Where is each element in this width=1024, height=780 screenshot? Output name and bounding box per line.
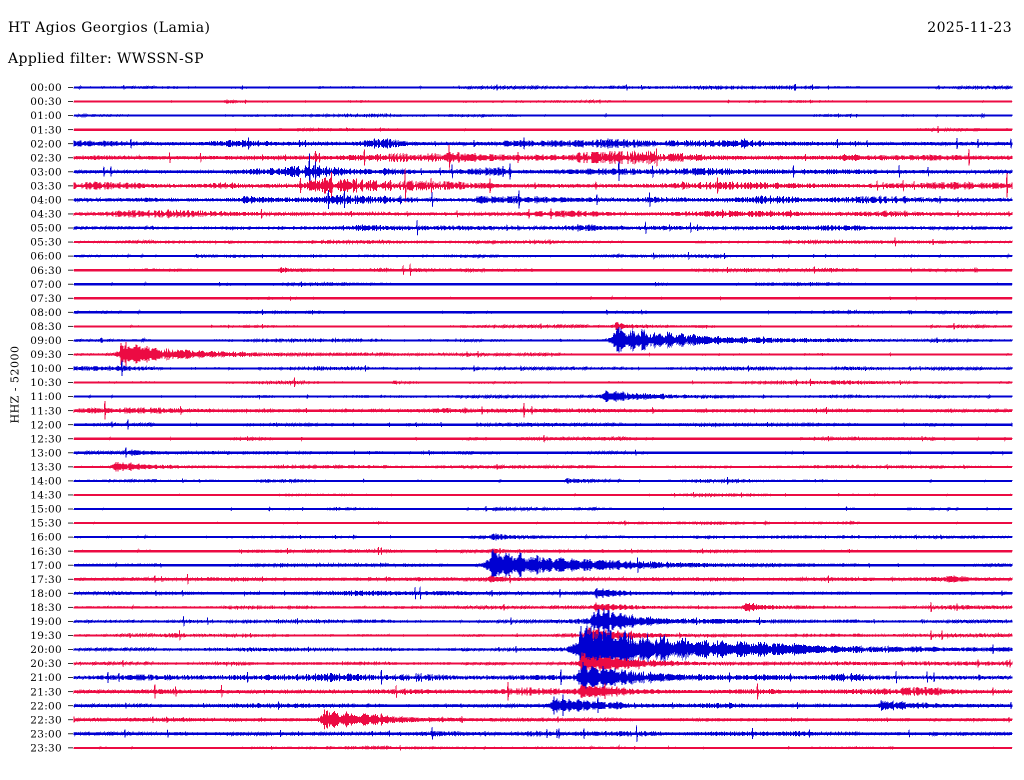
time-tick-label: 05:00 — [30, 223, 62, 235]
time-tick-label: 21:00 — [30, 672, 62, 684]
time-tick-label: 21:30 — [30, 686, 62, 698]
time-tick-label: 13:00 — [30, 447, 62, 459]
time-tick-label: 09:30 — [30, 349, 62, 361]
time-tick-label: 14:00 — [30, 476, 62, 488]
time-tick-label: 06:00 — [30, 251, 62, 263]
time-tick-label: 23:00 — [30, 728, 62, 740]
time-tick-label: 07:30 — [30, 293, 62, 305]
time-tick-label: 06:30 — [30, 265, 62, 277]
time-tick-label: 04:30 — [30, 209, 62, 221]
time-tick-label: 01:00 — [30, 110, 62, 122]
applied-filter-label: Applied filter: WWSSN-SP — [8, 51, 204, 67]
helicorder-plot: 00:00 00:30 01:00 01:30 02:00 02:30 03:00 03:30… — [0, 78, 1024, 768]
time-tick-label: 22:00 — [30, 700, 62, 712]
time-tick-label: 09:00 — [30, 335, 62, 347]
date-label: 2025-11-23 — [927, 20, 1012, 36]
time-tick-label: 01:30 — [30, 124, 62, 136]
time-tick-label: 18:30 — [30, 602, 62, 614]
time-tick-label: 19:30 — [30, 630, 62, 642]
time-tick-label: 20:00 — [30, 644, 62, 656]
time-tick-label: 10:00 — [30, 363, 62, 375]
time-tick-label: 11:30 — [30, 405, 62, 417]
time-tick-label: 08:30 — [30, 321, 62, 333]
time-tick-label: 14:30 — [30, 490, 62, 502]
time-tick-label: 10:30 — [30, 377, 62, 389]
time-tick-label: 08:00 — [30, 307, 62, 319]
time-tick-label: 13:30 — [30, 461, 62, 473]
time-tick-label: 20:30 — [30, 658, 62, 670]
helicorder-svg: 00:00 00:30 01:00 01:30 02:00 02:30 03:00 03:30… — [30, 82, 1013, 754]
time-tick-label: 12:00 — [30, 419, 62, 431]
time-tick-label: 15:30 — [30, 518, 62, 530]
time-tick-label: 04:00 — [30, 195, 62, 207]
time-tick-label: 16:00 — [30, 532, 62, 544]
time-tick-label: 02:30 — [30, 152, 62, 164]
time-tick-label: 03:00 — [30, 166, 62, 178]
time-tick-label: 00:30 — [30, 96, 62, 108]
time-tick-label: 00:00 — [30, 82, 62, 94]
time-tick-label: 22:30 — [30, 714, 62, 726]
time-tick-label: 03:30 — [30, 180, 62, 192]
time-tick-label: 23:30 — [30, 742, 62, 754]
time-tick-label: 05:30 — [30, 237, 62, 249]
time-tick-label: 11:00 — [30, 391, 62, 403]
time-tick-label: 16:30 — [30, 546, 62, 558]
page-title: HT Agios Georgios (Lamia) — [8, 20, 211, 36]
time-tick-label: 02:00 — [30, 138, 62, 150]
time-tick-label: 12:30 — [30, 433, 62, 445]
time-tick-label: 15:00 — [30, 504, 62, 516]
time-tick-label: 18:00 — [30, 588, 62, 600]
time-tick-label: 07:00 — [30, 279, 62, 291]
time-tick-label: 19:00 — [30, 616, 62, 628]
time-tick-label: 17:00 — [30, 560, 62, 572]
time-tick-label: 17:30 — [30, 574, 62, 586]
